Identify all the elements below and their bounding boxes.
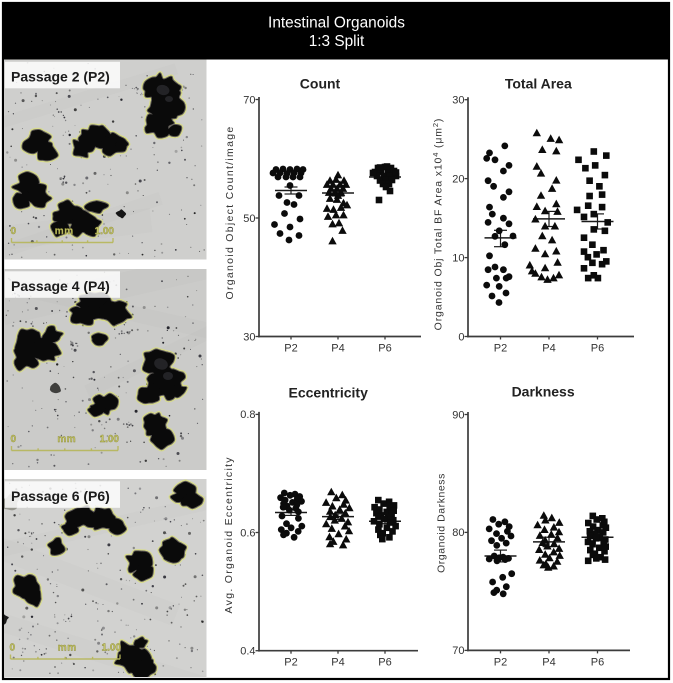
- svg-text:20: 20: [452, 173, 464, 185]
- svg-text:1:3 Split: 1:3 Split: [309, 33, 365, 50]
- svg-text:Passage 4 (P4): Passage 4 (P4): [11, 278, 110, 294]
- svg-text:50: 50: [243, 213, 255, 225]
- svg-text:80: 80: [452, 527, 464, 539]
- svg-text:0: 0: [458, 331, 464, 343]
- svg-text:mm: mm: [58, 643, 77, 654]
- svg-text:0: 0: [11, 434, 17, 445]
- svg-text:P6: P6: [591, 343, 604, 355]
- svg-text:90: 90: [452, 409, 464, 421]
- svg-text:P6: P6: [591, 657, 604, 669]
- svg-text:0.8: 0.8: [240, 409, 255, 421]
- svg-text:1.00: 1.00: [102, 643, 122, 654]
- svg-text:0: 0: [10, 643, 16, 654]
- svg-text:Organoid Darkness: Organoid Darkness: [436, 473, 448, 573]
- svg-text:Total Area: Total Area: [505, 76, 572, 92]
- svg-text:Eccentricity: Eccentricity: [289, 385, 369, 401]
- svg-text:P4: P4: [331, 657, 344, 669]
- svg-text:mm: mm: [57, 434, 76, 445]
- svg-text:P4: P4: [331, 343, 344, 355]
- svg-text:10: 10: [452, 252, 464, 264]
- svg-text:mm: mm: [55, 226, 74, 237]
- svg-text:0.6: 0.6: [240, 527, 255, 539]
- svg-text:P2: P2: [284, 657, 297, 669]
- svg-text:Organoid Object Count/image: Organoid Object Count/image: [224, 125, 236, 299]
- svg-text:30: 30: [452, 95, 464, 107]
- svg-text:P6: P6: [378, 657, 391, 669]
- svg-text:Passage 2 (P2): Passage 2 (P2): [11, 68, 110, 84]
- svg-text:Avg. Organoid Eccentricity: Avg. Organoid Eccentricity: [223, 456, 235, 613]
- svg-text:70: 70: [452, 645, 464, 657]
- svg-text:P4: P4: [542, 343, 555, 355]
- svg-text:P6: P6: [378, 343, 391, 355]
- svg-text:0.4: 0.4: [240, 646, 255, 658]
- svg-text:P2: P2: [284, 343, 297, 355]
- svg-text:Count: Count: [300, 76, 341, 92]
- svg-text:1.00: 1.00: [100, 434, 120, 445]
- svg-text:Darkness: Darkness: [512, 384, 575, 400]
- svg-text:Organoid Obj Total BF Area x10: Organoid Obj Total BF Area x104 (μm2): [431, 118, 445, 331]
- svg-text:Passage 6 (P6): Passage 6 (P6): [11, 488, 110, 504]
- svg-text:Intestinal Organoids: Intestinal Organoids: [268, 15, 405, 32]
- svg-text:0: 0: [11, 226, 17, 237]
- svg-text:P2: P2: [494, 343, 507, 355]
- svg-text:30: 30: [243, 331, 255, 343]
- svg-text:1.00: 1.00: [95, 226, 115, 237]
- svg-text:P4: P4: [542, 657, 555, 669]
- svg-text:70: 70: [243, 94, 255, 106]
- svg-text:P2: P2: [494, 657, 507, 669]
